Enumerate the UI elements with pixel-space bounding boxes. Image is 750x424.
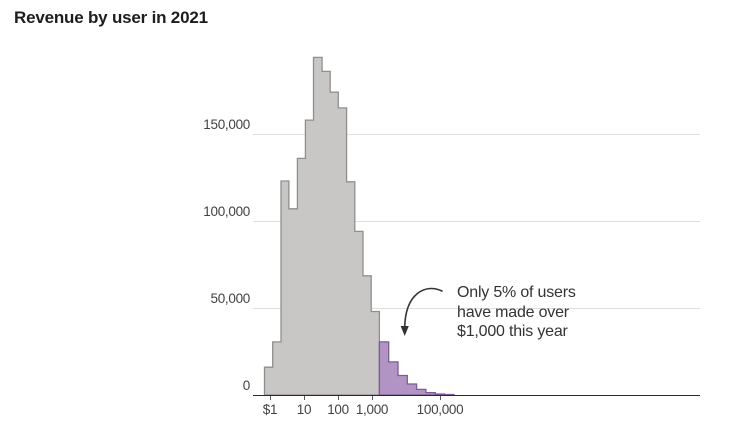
x-axis-label-1: $1 xyxy=(262,402,278,417)
annotation-line-1: Only 5% of users xyxy=(457,284,576,301)
gridline-150000 xyxy=(253,133,700,135)
x-axis-label-100000: 100,000 xyxy=(416,402,464,417)
x-axis-tick-1000 xyxy=(371,396,373,400)
x-axis-tick-100000 xyxy=(439,396,441,400)
annotation-arrow-icon xyxy=(400,287,443,336)
x-axis-tick-1 xyxy=(269,396,271,400)
gridline-100000 xyxy=(253,220,700,222)
histogram-series-users-under-1000-dollars xyxy=(263,56,381,396)
x-axis-tick-100 xyxy=(337,396,339,400)
y-axis-label-0: 0 xyxy=(242,378,251,393)
x-axis-label-10: 10 xyxy=(296,402,312,417)
x-axis-tick-10 xyxy=(303,396,305,400)
x-axis-line xyxy=(253,394,700,396)
x-axis-label-1000: 1,000 xyxy=(355,402,389,417)
y-axis-label-150000: 150,000 xyxy=(203,117,250,132)
y-axis-label-100000: 100,000 xyxy=(203,204,250,219)
x-axis-label-100: 100 xyxy=(327,402,349,417)
y-axis-label-50000: 50,000 xyxy=(210,291,251,306)
annotation-line-3: $1,000 this year xyxy=(457,323,568,340)
annotation-line-2: have made over xyxy=(457,303,569,321)
annotation-text: Only 5% of users have made over $1,000 t… xyxy=(457,283,576,342)
histogram-series-users-over-1000-dollars xyxy=(378,341,455,396)
gridline-50000 xyxy=(253,307,700,309)
chart-title: Revenue by user in 2021 xyxy=(14,8,208,27)
